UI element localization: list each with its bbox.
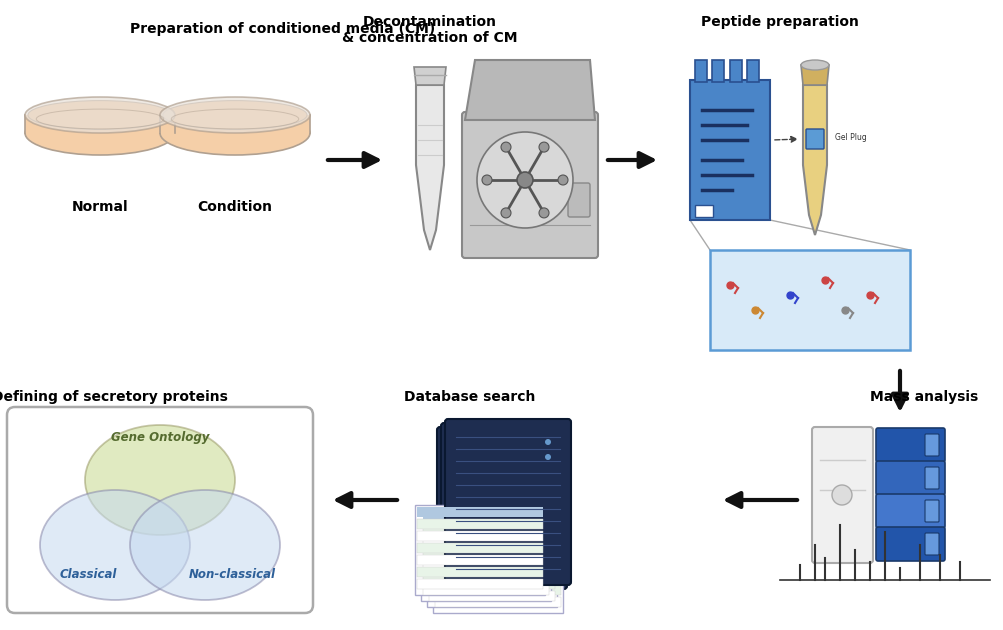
Text: Condition: Condition xyxy=(198,200,272,214)
FancyBboxPatch shape xyxy=(440,423,567,589)
Circle shape xyxy=(545,454,551,460)
Text: Normal: Normal xyxy=(71,200,128,214)
FancyBboxPatch shape xyxy=(428,531,555,541)
Polygon shape xyxy=(413,67,445,85)
FancyBboxPatch shape xyxy=(420,511,551,601)
FancyBboxPatch shape xyxy=(689,80,769,220)
Text: Defining of secretory proteins: Defining of secretory proteins xyxy=(0,390,228,404)
FancyBboxPatch shape xyxy=(432,523,563,613)
Text: Database search: Database search xyxy=(404,390,536,404)
Text: Decontamination
& concentration of CM: Decontamination & concentration of CM xyxy=(342,15,518,45)
FancyBboxPatch shape xyxy=(426,517,557,607)
FancyBboxPatch shape xyxy=(428,519,555,529)
FancyBboxPatch shape xyxy=(694,60,706,82)
Circle shape xyxy=(481,175,491,185)
Circle shape xyxy=(537,462,543,468)
FancyBboxPatch shape xyxy=(428,591,555,601)
Circle shape xyxy=(476,132,573,228)
Text: Gene Ontology: Gene Ontology xyxy=(110,432,209,445)
Circle shape xyxy=(545,439,551,445)
Text: Preparation of conditioned media (CM): Preparation of conditioned media (CM) xyxy=(129,22,435,36)
Circle shape xyxy=(537,447,543,453)
Circle shape xyxy=(541,443,547,449)
FancyBboxPatch shape xyxy=(422,573,549,583)
FancyBboxPatch shape xyxy=(416,567,543,577)
FancyBboxPatch shape xyxy=(729,60,741,82)
Ellipse shape xyxy=(159,97,310,133)
FancyBboxPatch shape xyxy=(416,531,543,541)
FancyBboxPatch shape xyxy=(428,579,555,589)
FancyBboxPatch shape xyxy=(422,549,549,559)
FancyBboxPatch shape xyxy=(694,205,712,217)
FancyBboxPatch shape xyxy=(746,60,758,82)
Ellipse shape xyxy=(800,60,828,70)
FancyBboxPatch shape xyxy=(428,555,555,565)
Text: Mass analysis: Mass analysis xyxy=(870,390,977,404)
FancyBboxPatch shape xyxy=(7,407,313,613)
Ellipse shape xyxy=(162,101,307,129)
FancyBboxPatch shape xyxy=(434,525,561,535)
FancyBboxPatch shape xyxy=(436,427,563,593)
FancyBboxPatch shape xyxy=(416,543,543,553)
FancyBboxPatch shape xyxy=(422,561,549,571)
Polygon shape xyxy=(159,115,310,133)
Circle shape xyxy=(541,458,547,464)
Polygon shape xyxy=(802,85,826,235)
FancyBboxPatch shape xyxy=(414,505,545,595)
FancyBboxPatch shape xyxy=(416,519,543,529)
Circle shape xyxy=(500,142,511,152)
FancyBboxPatch shape xyxy=(924,533,938,555)
FancyBboxPatch shape xyxy=(434,561,561,571)
Ellipse shape xyxy=(159,111,310,155)
FancyBboxPatch shape xyxy=(428,567,555,577)
Circle shape xyxy=(831,485,852,505)
Text: Peptide preparation: Peptide preparation xyxy=(700,15,859,29)
Circle shape xyxy=(500,208,511,218)
Ellipse shape xyxy=(129,490,280,600)
FancyBboxPatch shape xyxy=(876,428,944,462)
FancyBboxPatch shape xyxy=(422,525,549,535)
FancyBboxPatch shape xyxy=(434,585,561,595)
FancyBboxPatch shape xyxy=(444,419,571,585)
FancyBboxPatch shape xyxy=(709,250,909,350)
FancyBboxPatch shape xyxy=(876,461,944,495)
FancyBboxPatch shape xyxy=(416,579,543,589)
FancyBboxPatch shape xyxy=(422,513,549,523)
FancyBboxPatch shape xyxy=(434,549,561,559)
FancyBboxPatch shape xyxy=(876,494,944,528)
FancyBboxPatch shape xyxy=(434,573,561,583)
Ellipse shape xyxy=(85,425,235,535)
Polygon shape xyxy=(800,65,828,85)
FancyBboxPatch shape xyxy=(416,555,543,565)
FancyBboxPatch shape xyxy=(876,527,944,561)
FancyBboxPatch shape xyxy=(811,427,873,563)
Ellipse shape xyxy=(40,490,190,600)
Ellipse shape xyxy=(25,111,175,155)
FancyBboxPatch shape xyxy=(924,434,938,456)
Ellipse shape xyxy=(28,101,172,129)
FancyBboxPatch shape xyxy=(805,129,823,149)
Circle shape xyxy=(517,172,533,188)
FancyBboxPatch shape xyxy=(428,543,555,553)
Polygon shape xyxy=(464,60,595,120)
FancyBboxPatch shape xyxy=(434,537,561,547)
FancyBboxPatch shape xyxy=(461,112,598,258)
FancyBboxPatch shape xyxy=(568,183,590,217)
FancyBboxPatch shape xyxy=(924,467,938,489)
Polygon shape xyxy=(25,115,175,133)
FancyBboxPatch shape xyxy=(924,500,938,522)
FancyBboxPatch shape xyxy=(416,507,543,517)
Text: Gel Plug: Gel Plug xyxy=(834,132,866,142)
Ellipse shape xyxy=(25,97,175,133)
Text: Classical: Classical xyxy=(59,568,116,581)
Polygon shape xyxy=(415,85,443,250)
FancyBboxPatch shape xyxy=(422,585,549,595)
Text: Non-classical: Non-classical xyxy=(189,568,275,581)
FancyBboxPatch shape xyxy=(711,60,723,82)
Circle shape xyxy=(539,142,549,152)
Circle shape xyxy=(539,208,549,218)
FancyBboxPatch shape xyxy=(422,537,549,547)
Circle shape xyxy=(558,175,568,185)
FancyBboxPatch shape xyxy=(434,597,561,607)
